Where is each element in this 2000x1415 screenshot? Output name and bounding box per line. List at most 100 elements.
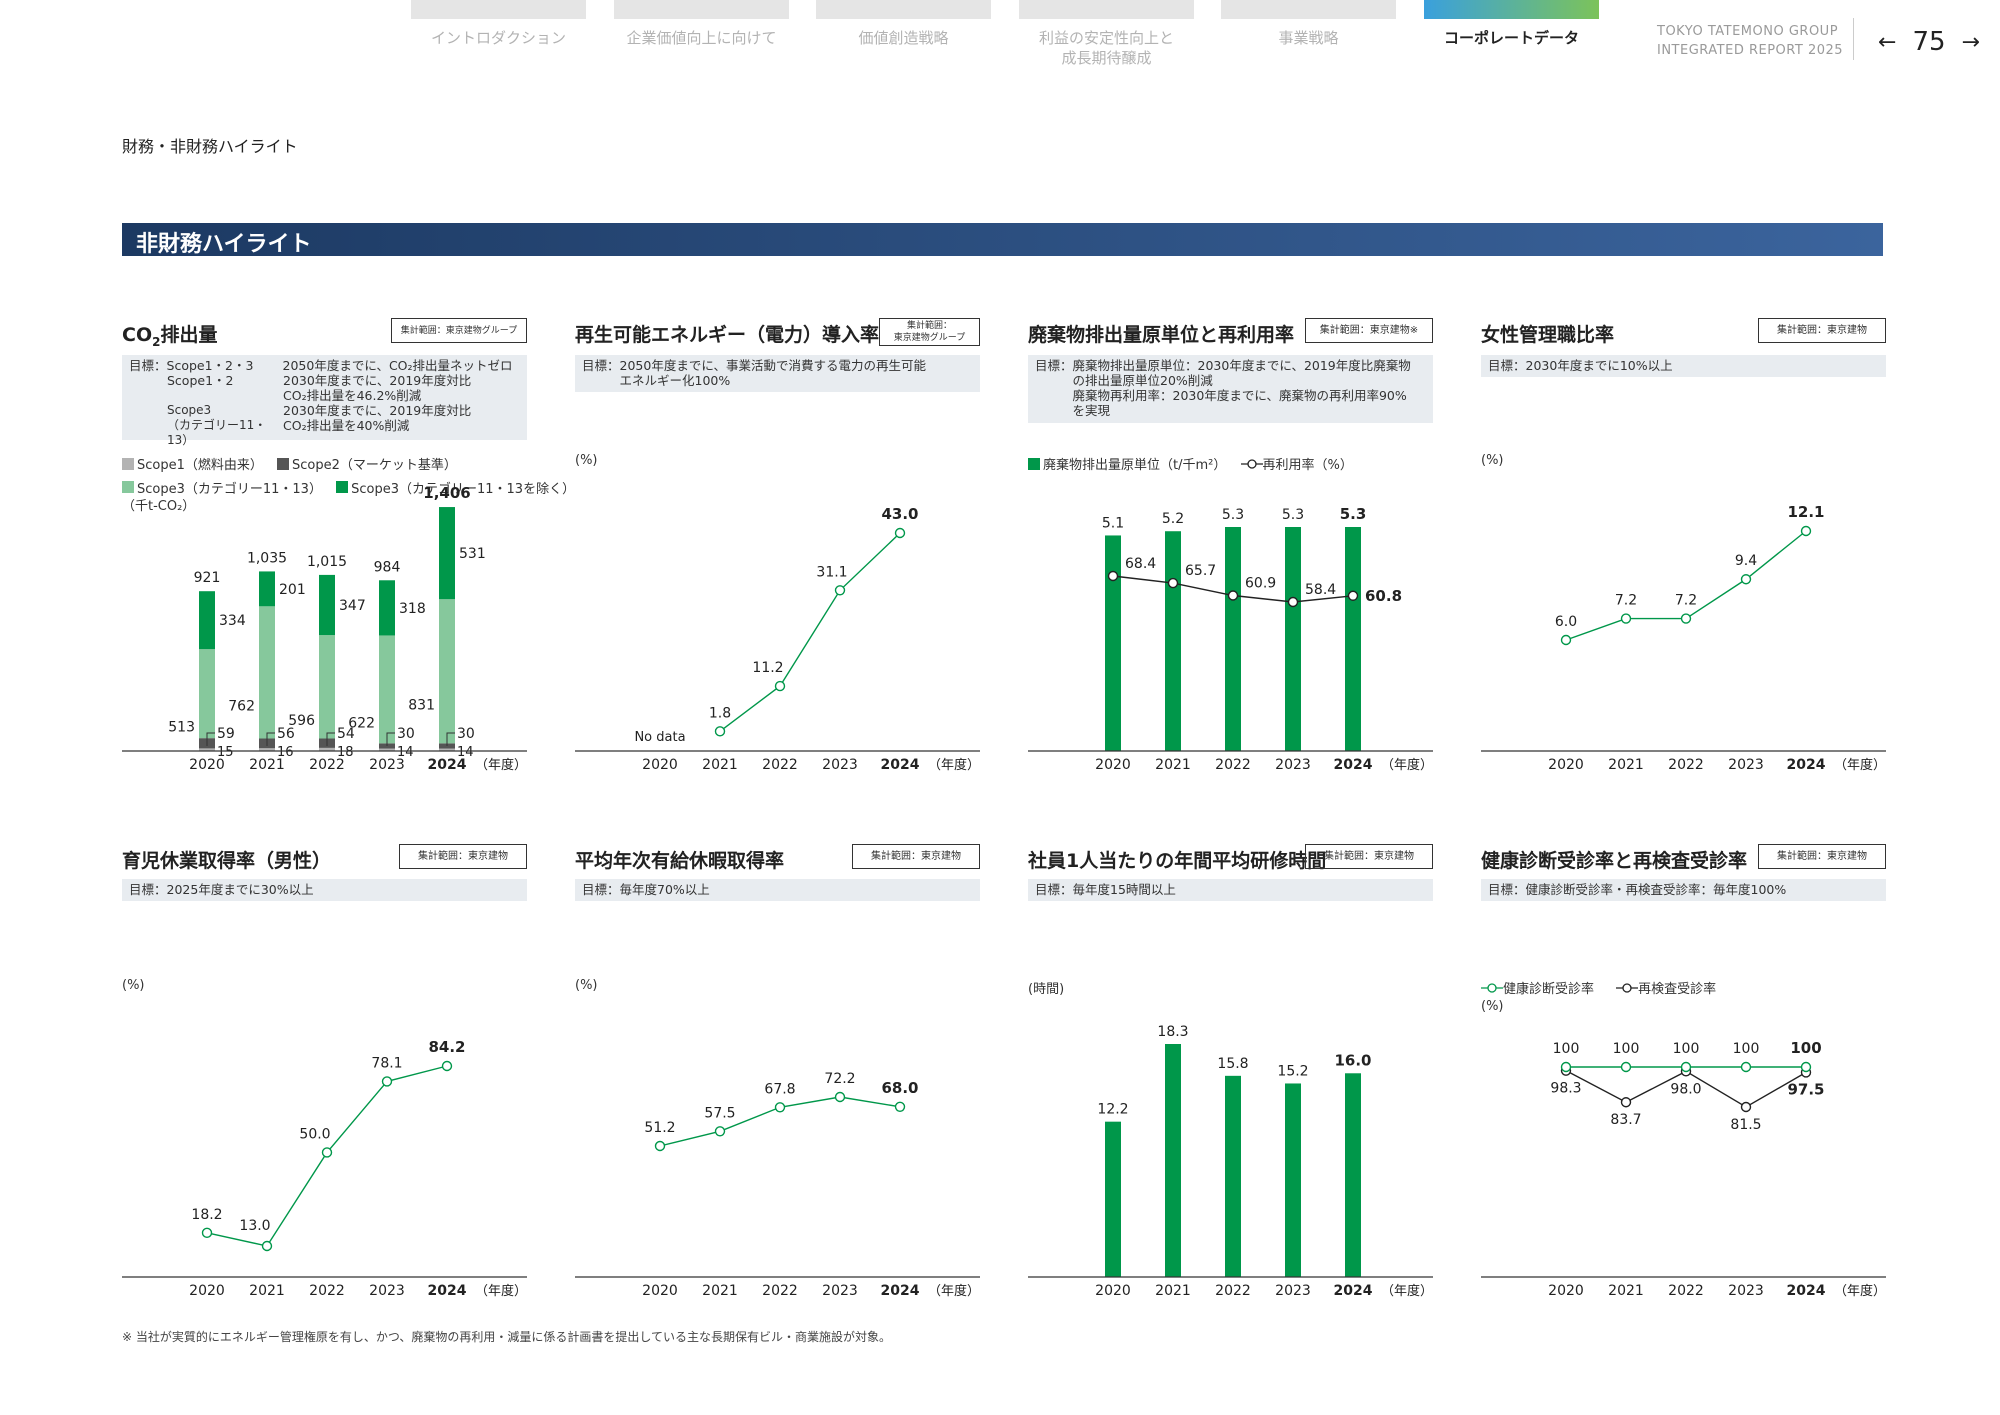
leader-line — [446, 732, 455, 746]
scope-badge: 集計範囲：東京建物 — [1758, 318, 1886, 343]
data-label: 12.1 — [1787, 503, 1824, 521]
data-label: 68.4 — [1125, 556, 1156, 572]
x-tick-label: 2021 — [249, 757, 285, 773]
checkup-rate-point — [1740, 1061, 1752, 1073]
x-tick-label: 2023 — [1728, 757, 1764, 773]
arrow-left-icon[interactable]: ← — [1878, 29, 1897, 55]
brand-line1: TOKYO TATEMONO GROUP — [1657, 24, 1839, 39]
data-label: 596 — [288, 713, 315, 729]
stacked-bar-segment — [379, 748, 395, 751]
goal-row: Scope3 （カテゴリー11・13） 2030年度までに、2019年度対比 C… — [129, 403, 520, 448]
tab-value-creation[interactable]: 価値創造戦略 — [816, 0, 991, 48]
panel-title: 健康診断受診率と再検査受診率 — [1481, 850, 1748, 872]
series-point — [201, 1227, 213, 1239]
data-label: 334 — [219, 613, 246, 629]
x-tick-label: 2020 — [189, 757, 225, 773]
arrow-right-icon[interactable]: → — [1961, 29, 1980, 55]
data-label: 100 — [1553, 1041, 1580, 1057]
reuse-rate-point — [1347, 590, 1359, 601]
unit-label: (%) — [575, 453, 598, 468]
data-label: 50.0 — [299, 1126, 330, 1142]
reuse-rate-point — [1227, 590, 1239, 601]
series-point — [774, 680, 786, 692]
pager: ← 75 → — [1878, 22, 1980, 62]
x-axis-unit: （年度） — [475, 1283, 527, 1299]
stacked-bar-segment — [379, 635, 395, 744]
chart-legend: 廃棄物排出量原単位（t/千m²） 再利用率（%） — [1028, 454, 1363, 474]
chart-renewable: 2020 2021 2022 2023 2024 （年度） No data 1.8 11.2 31… — [575, 505, 980, 773]
x-tick-label: 2020 — [1095, 757, 1131, 773]
tab-label: 価値創造戦略 — [858, 29, 949, 47]
x-tick-label: 2023 — [1728, 1283, 1764, 1299]
stacked-bar-segment — [259, 606, 275, 739]
reuse-rate-point — [1287, 596, 1299, 608]
legend-label: Scope1（燃料由来） — [137, 458, 263, 473]
x-tick-label: 2024 — [1334, 757, 1373, 773]
stacked-bar-segment — [319, 574, 335, 636]
panel-title: CO2排出量 — [122, 320, 217, 349]
scope-badge: 集計範囲：東京建物グループ — [391, 318, 527, 343]
goal-box: 目標： 2030年度までに10%以上 — [1481, 355, 1886, 377]
panel-title: 女性管理職比率 — [1481, 324, 1615, 346]
line-marker-icon — [1481, 982, 1503, 993]
goal-value: 2050年度までに、事業活動で消費する電力の再生可能 エネルギー化100% — [619, 358, 926, 388]
data-label: 14 — [397, 745, 414, 760]
data-label: 5.3 — [1282, 507, 1304, 523]
series-point — [1560, 634, 1572, 646]
goal-row: 目標： 毎年度70%以上 — [582, 882, 973, 897]
scope-badge: 集計範囲： 東京建物グループ — [879, 318, 980, 346]
bar — [1225, 527, 1241, 751]
legend-label: 再利用率（%） — [1262, 458, 1353, 473]
tab-introduction[interactable]: イントロダクション — [411, 0, 586, 48]
stacked-bar-segment — [379, 580, 395, 636]
data-label: 67.8 — [764, 1081, 795, 1097]
stacked-bar-segment — [439, 507, 455, 600]
series-point — [261, 1240, 273, 1252]
x-tick-label: 2020 — [1095, 1283, 1131, 1299]
legend-label: 廃棄物排出量原単位（t/千m²） — [1043, 458, 1227, 473]
data-label: 318 — [399, 601, 426, 617]
panel-paid-leave: 平均年次有給休暇取得率 集計範囲：東京建物 目標： 毎年度70%以上 (%) 20… — [575, 843, 980, 1303]
legend-item: 再利用率（%） — [1240, 454, 1353, 473]
data-label: 72.2 — [824, 1071, 855, 1087]
data-label: 15.2 — [1277, 1063, 1308, 1079]
leader-line — [386, 732, 395, 746]
goal-row: 目標： 廃棄物排出量原単位：2030年度までに、2019年度比廃棄物 の排出量原単… — [1035, 358, 1426, 418]
legend-label: Scope3（カテゴリー11・13を除く） — [351, 481, 576, 497]
leader-line — [266, 732, 275, 746]
data-label: 78.1 — [371, 1055, 402, 1071]
section-banner: 非財務ハイライト — [122, 223, 1883, 257]
goal-sub-key: Scope3 （カテゴリー11・13） — [167, 403, 267, 447]
data-label: 13.0 — [239, 1218, 270, 1234]
x-tick-label: 2020 — [642, 757, 678, 773]
bar — [1345, 527, 1361, 751]
data-label: 18 — [337, 745, 354, 760]
x-tick-label: 2023 — [1275, 1283, 1311, 1299]
data-label: 31.1 — [816, 564, 847, 580]
legend-swatch — [122, 481, 134, 493]
tab-business-strategy[interactable]: 事業戦略 — [1221, 0, 1396, 48]
tab-profit-stability[interactable]: 利益の安定性向上と 成長期待醸成 — [1019, 0, 1194, 68]
data-label: 60.9 — [1245, 576, 1276, 592]
data-label: 100 — [1613, 1041, 1640, 1057]
scope-badge: 集計範囲：東京建物 — [1305, 844, 1433, 869]
data-label: 98.0 — [1670, 1081, 1701, 1097]
reuse-rate-point — [1107, 570, 1119, 582]
data-label: 16 — [277, 745, 294, 760]
tab-corporate-data[interactable]: コーポレートデータ — [1424, 0, 1599, 48]
legend-swatch — [1028, 457, 1040, 470]
stacked-bar-segment — [319, 635, 335, 739]
x-tick-label: 2020 — [189, 1283, 225, 1299]
title-part: 排出量 — [160, 324, 218, 346]
series-line — [719, 532, 901, 732]
x-tick-label: 2024 — [1787, 757, 1826, 773]
goal-row: 目標： 2025年度までに30%以上 — [129, 882, 520, 897]
tab-corporate-value[interactable]: 企業価値向上に向けて — [614, 0, 789, 48]
x-tick-label: 2021 — [1608, 1283, 1644, 1299]
x-tick-label: 2021 — [249, 1283, 285, 1299]
tab-bar — [614, 0, 789, 19]
panel-title: 平均年次有給休暇取得率 — [575, 850, 785, 872]
data-label: 201 — [279, 582, 306, 598]
data-label: 11.2 — [752, 660, 783, 676]
goal-row: 目標： 2050年度までに、事業活動で消費する電力の再生可能 エネルギー化100% — [582, 358, 973, 388]
